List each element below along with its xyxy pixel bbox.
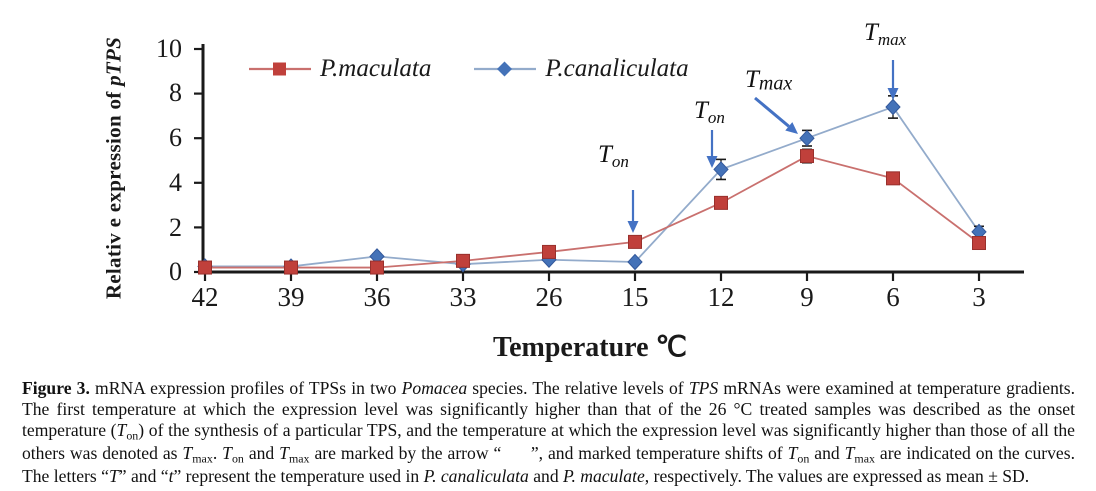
legend: P.maculata P.canaliculata <box>248 55 689 83</box>
caption-segment: and <box>809 443 845 464</box>
annotation-arrow-icon <box>754 96 790 128</box>
marker-square-P.maculata <box>886 171 900 186</box>
caption-segment: are indicated on the curves. The letters… <box>22 443 1075 487</box>
annotation-arrowhead-icon <box>627 221 639 233</box>
legend-label-canaliculata: P.canaliculata <box>545 55 689 82</box>
caption-segment: ” represent the temperature used in <box>173 466 424 487</box>
marker-square-P.maculata <box>800 149 814 164</box>
caption-segment: mRNA expression profiles of TPSs in two <box>89 378 402 398</box>
legend-marker-square-icon <box>249 62 311 76</box>
x-tick-36: 36 <box>363 282 391 312</box>
annotation-tmax-9: Tmax <box>745 66 793 95</box>
marker-square-P.maculata <box>628 234 642 249</box>
series-line-P.canaliculata <box>205 105 980 268</box>
caption-segment: Figure 3. <box>22 378 90 398</box>
annotation-arrowhead-icon <box>785 122 798 134</box>
y-tick-2: 2 <box>169 213 182 242</box>
annotation-arrowhead-icon <box>706 156 718 168</box>
legend-marker-diamond-icon <box>474 61 537 77</box>
caption-segment: , respectively. The values are expressed… <box>644 466 1030 487</box>
caption-segment: T <box>844 443 855 464</box>
legend-item-maculata: P.maculata <box>248 55 431 83</box>
caption-segment: on <box>126 428 139 443</box>
x-tick-6: 6 <box>886 282 900 312</box>
caption-segment: on <box>797 451 810 466</box>
series-line-P.maculata <box>205 155 980 269</box>
annotation-tmax-6: Tmax <box>864 19 907 49</box>
marker-square-P.maculata <box>972 236 986 251</box>
expression-line-chart: Relativ e expression of pTPS 10 8 6 4 2 … <box>101 19 1024 363</box>
caption-segment: on <box>231 451 244 466</box>
marker-square-P.maculata <box>456 253 470 268</box>
y-tick-0: 0 <box>169 257 182 286</box>
x-tick-12: 12 <box>707 282 735 312</box>
marker-diamond-P.canaliculata <box>713 161 729 178</box>
y-tick-10: 10 <box>156 34 182 63</box>
marker-diamond-P.canaliculata <box>885 98 901 116</box>
x-tick-39: 39 <box>277 282 305 312</box>
caption-segment: T <box>222 443 232 464</box>
caption-segment: . <box>212 443 223 464</box>
caption-segment: t <box>168 466 174 487</box>
marker-square-P.maculata <box>714 195 728 210</box>
marker-square-P.maculata <box>198 260 212 275</box>
x-axis-title: Temperature ℃ <box>493 332 687 363</box>
legend-item-canaliculata: P.canaliculata <box>473 55 689 83</box>
y-tick-6: 6 <box>169 123 182 152</box>
caption-segment: T <box>787 443 798 464</box>
marker-square-P.maculata <box>370 260 384 275</box>
marker-square-P.maculata <box>542 244 556 259</box>
x-tick-3: 3 <box>972 282 986 312</box>
x-tick-33: 33 <box>449 282 477 312</box>
caption-segment: are marked by the arrow “ ”, and marked … <box>309 443 788 464</box>
caption-segment: P. maculate <box>563 466 645 487</box>
caption-segment: P. canaliculata <box>423 466 529 487</box>
caption-segment: T <box>279 443 289 464</box>
figure-caption: Figure 3. mRNA expression profiles of TP… <box>22 378 1075 488</box>
annotation-ton-12: Ton <box>694 97 725 127</box>
y-tick-8: 8 <box>169 78 182 107</box>
caption-segment: Pomacea <box>401 378 468 398</box>
x-tick-42: 42 <box>191 282 219 312</box>
x-tick-26: 26 <box>535 282 563 312</box>
annotation-ton-15: Ton <box>598 141 629 171</box>
caption-segment: TPS <box>688 378 719 398</box>
annotation-arrowhead-icon <box>887 88 899 100</box>
x-tick-15: 15 <box>621 282 649 312</box>
caption-segment: and <box>243 443 280 464</box>
caption-segment: T <box>108 466 119 487</box>
caption-segment: ) of the synthesis of a particular TPS, … <box>22 420 1075 464</box>
caption-segment: and <box>528 466 564 487</box>
y-tick-4: 4 <box>169 168 182 197</box>
marker-diamond-P.canaliculata <box>799 129 815 147</box>
caption-segment: T <box>182 443 193 464</box>
plot-canvas <box>194 44 1024 281</box>
x-tick-9: 9 <box>800 282 814 312</box>
caption-segment: max <box>288 451 310 466</box>
marker-square-P.maculata <box>284 260 298 275</box>
caption-segment: species. The relative levels of <box>467 378 689 398</box>
caption-segment: max <box>192 451 213 466</box>
caption-segment: ” and “ <box>118 466 169 487</box>
caption-segment: max <box>854 451 875 466</box>
caption-segment: T <box>116 420 127 441</box>
marker-diamond-P.canaliculata <box>627 253 643 271</box>
legend-label-maculata: P.maculata <box>320 55 432 82</box>
caption-segment: mRNAs were examined at temperature gradi… <box>22 378 1075 441</box>
